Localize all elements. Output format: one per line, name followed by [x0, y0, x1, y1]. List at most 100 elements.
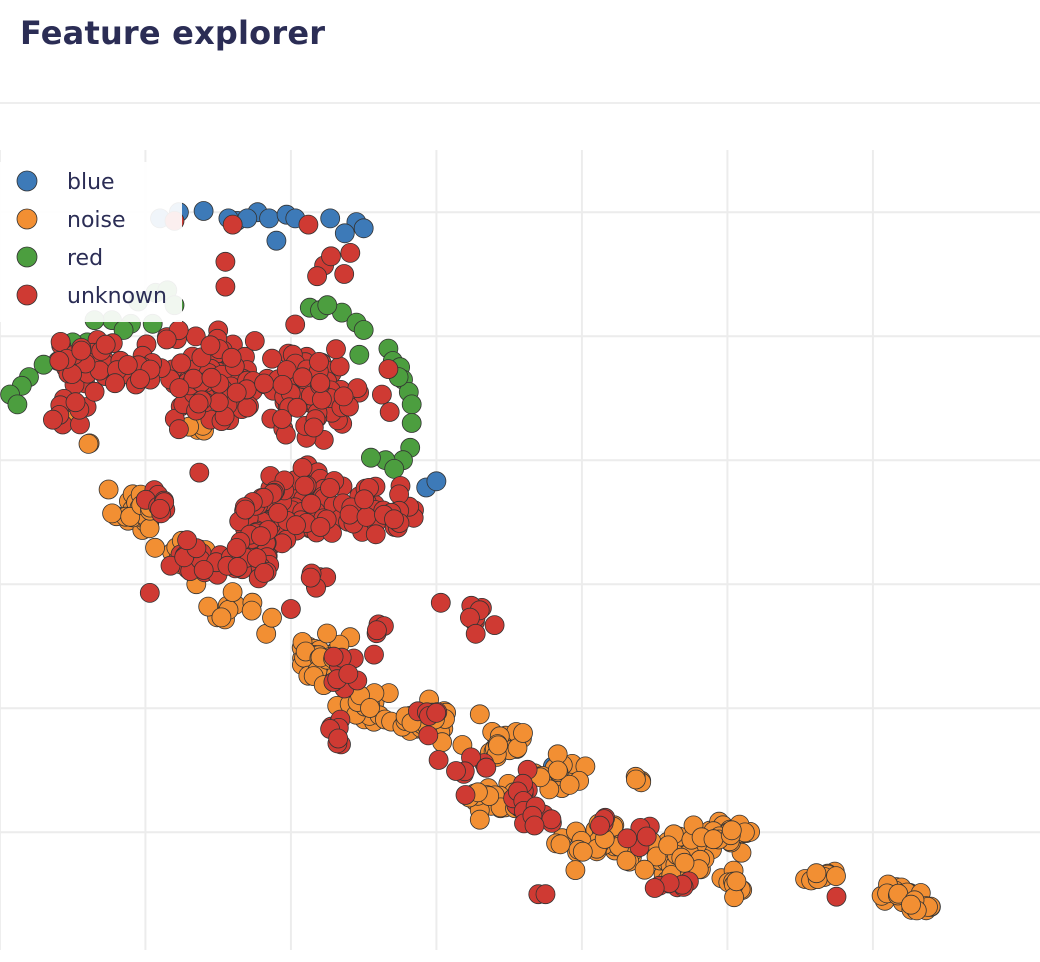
point-red-20[interactable]: [349, 344, 370, 365]
point-noise-296[interactable]: [634, 859, 655, 880]
point-unknown-392[interactable]: [235, 499, 256, 520]
point-unknown-236[interactable]: [117, 355, 138, 375]
point-blue-12[interactable]: [334, 223, 355, 244]
point-unknown-432[interactable]: [226, 538, 247, 558]
point-noise-25[interactable]: [102, 503, 122, 524]
legend-item-red[interactable]: red: [16, 246, 103, 271]
point-unknown-540[interactable]: [139, 582, 160, 603]
point-unknown-536[interactable]: [535, 884, 556, 905]
point-unknown-520[interactable]: [321, 246, 341, 267]
point-unknown-224[interactable]: [50, 331, 71, 352]
point-noise-329[interactable]: [721, 820, 742, 841]
point-unknown-183[interactable]: [378, 359, 399, 380]
point-blue-15[interactable]: [426, 471, 447, 492]
point-red-14[interactable]: [7, 394, 28, 415]
point-unknown-403[interactable]: [150, 498, 170, 519]
point-unknown-534[interactable]: [484, 615, 505, 636]
point-unknown-505[interactable]: [590, 815, 610, 836]
point-noise-205[interactable]: [469, 809, 490, 830]
point-blue-11[interactable]: [353, 218, 374, 239]
point-unknown-95[interactable]: [208, 392, 229, 413]
point-unknown-237[interactable]: [71, 340, 92, 361]
point-unknown-248[interactable]: [65, 392, 86, 413]
point-unknown-530[interactable]: [430, 592, 451, 613]
point-noise-181[interactable]: [488, 735, 509, 756]
point-unknown-529[interactable]: [189, 462, 210, 483]
legend-item-noise[interactable]: noise: [16, 208, 126, 233]
point-unknown-309[interactable]: [292, 457, 313, 478]
point-red-19[interactable]: [353, 320, 374, 340]
point-unknown-354[interactable]: [365, 524, 386, 545]
point-noise-36[interactable]: [98, 479, 119, 500]
point-unknown-194[interactable]: [310, 373, 331, 393]
point-noise-345[interactable]: [826, 866, 846, 886]
point-unknown-346[interactable]: [339, 504, 360, 525]
point-unknown-391[interactable]: [268, 502, 289, 523]
point-unknown-443[interactable]: [366, 620, 387, 641]
point-unknown-163[interactable]: [262, 348, 282, 369]
point-noise-391[interactable]: [78, 433, 99, 454]
point-unknown-518[interactable]: [334, 264, 355, 284]
point-noise-255[interactable]: [572, 841, 593, 862]
point-unknown-302[interactable]: [320, 478, 340, 498]
point-unknown-109[interactable]: [188, 393, 209, 414]
point-unknown-196[interactable]: [287, 397, 308, 418]
point-unknown-124[interactable]: [371, 384, 392, 405]
point-blue-5[interactable]: [259, 208, 280, 229]
point-unknown-112[interactable]: [379, 402, 400, 422]
point-unknown-30[interactable]: [171, 353, 192, 374]
point-unknown-247[interactable]: [43, 409, 63, 430]
point-unknown-480[interactable]: [476, 757, 497, 778]
point-unknown-99[interactable]: [244, 331, 265, 351]
point-unknown-366[interactable]: [354, 489, 375, 510]
point-noise-124[interactable]: [360, 698, 380, 718]
point-unknown-427[interactable]: [193, 560, 214, 580]
point-noise-303[interactable]: [674, 852, 695, 873]
point-unknown-333[interactable]: [310, 517, 331, 537]
point-unknown-532[interactable]: [465, 623, 486, 644]
point-unknown-521[interactable]: [340, 243, 361, 263]
point-noise-395[interactable]: [262, 607, 282, 628]
point-unknown-511[interactable]: [617, 828, 638, 849]
point-unknown-97[interactable]: [156, 329, 177, 350]
point-noise-327[interactable]: [703, 829, 724, 850]
point-unknown-433[interactable]: [254, 562, 275, 583]
point-unknown-527[interactable]: [215, 276, 236, 297]
point-red-27[interactable]: [401, 413, 422, 433]
point-unknown-481[interactable]: [446, 761, 466, 781]
point-noise-61[interactable]: [211, 607, 232, 628]
point-red-35[interactable]: [317, 295, 338, 316]
point-unknown-499[interactable]: [541, 809, 562, 830]
point-unknown-125[interactable]: [285, 314, 306, 335]
point-noise-140[interactable]: [469, 704, 490, 725]
point-unknown-199[interactable]: [272, 374, 293, 395]
point-noise-384[interactable]: [626, 769, 646, 790]
point-blue-8[interactable]: [266, 230, 287, 251]
point-red-31[interactable]: [360, 447, 381, 468]
point-unknown-479[interactable]: [428, 750, 449, 770]
point-unknown-458[interactable]: [338, 664, 359, 684]
point-unknown-234[interactable]: [130, 369, 150, 390]
point-unknown-459[interactable]: [323, 646, 344, 667]
point-unknown-186[interactable]: [311, 389, 332, 410]
point-noise-175[interactable]: [513, 723, 533, 743]
point-noise-380[interactable]: [901, 894, 921, 915]
point-noise-57[interactable]: [241, 600, 262, 621]
point-unknown-367[interactable]: [384, 509, 404, 530]
point-unknown-326[interactable]: [301, 493, 322, 514]
point-noise-224[interactable]: [547, 760, 568, 781]
point-unknown-390[interactable]: [250, 526, 271, 547]
point-unknown-510[interactable]: [636, 826, 657, 847]
point-unknown-103[interactable]: [221, 347, 242, 368]
point-unknown-473[interactable]: [426, 703, 447, 723]
point-unknown-538[interactable]: [455, 785, 476, 805]
point-unknown-228[interactable]: [95, 334, 116, 355]
point-red-32[interactable]: [384, 458, 405, 479]
point-noise-245[interactable]: [565, 860, 586, 880]
point-unknown-107[interactable]: [201, 367, 222, 388]
point-unknown-524[interactable]: [222, 214, 243, 235]
point-noise-336[interactable]: [726, 871, 747, 892]
scatter-chart[interactable]: blue noise red unknown: [0, 150, 1040, 950]
point-unknown-444[interactable]: [364, 644, 384, 665]
point-unknown-522[interactable]: [307, 266, 328, 287]
